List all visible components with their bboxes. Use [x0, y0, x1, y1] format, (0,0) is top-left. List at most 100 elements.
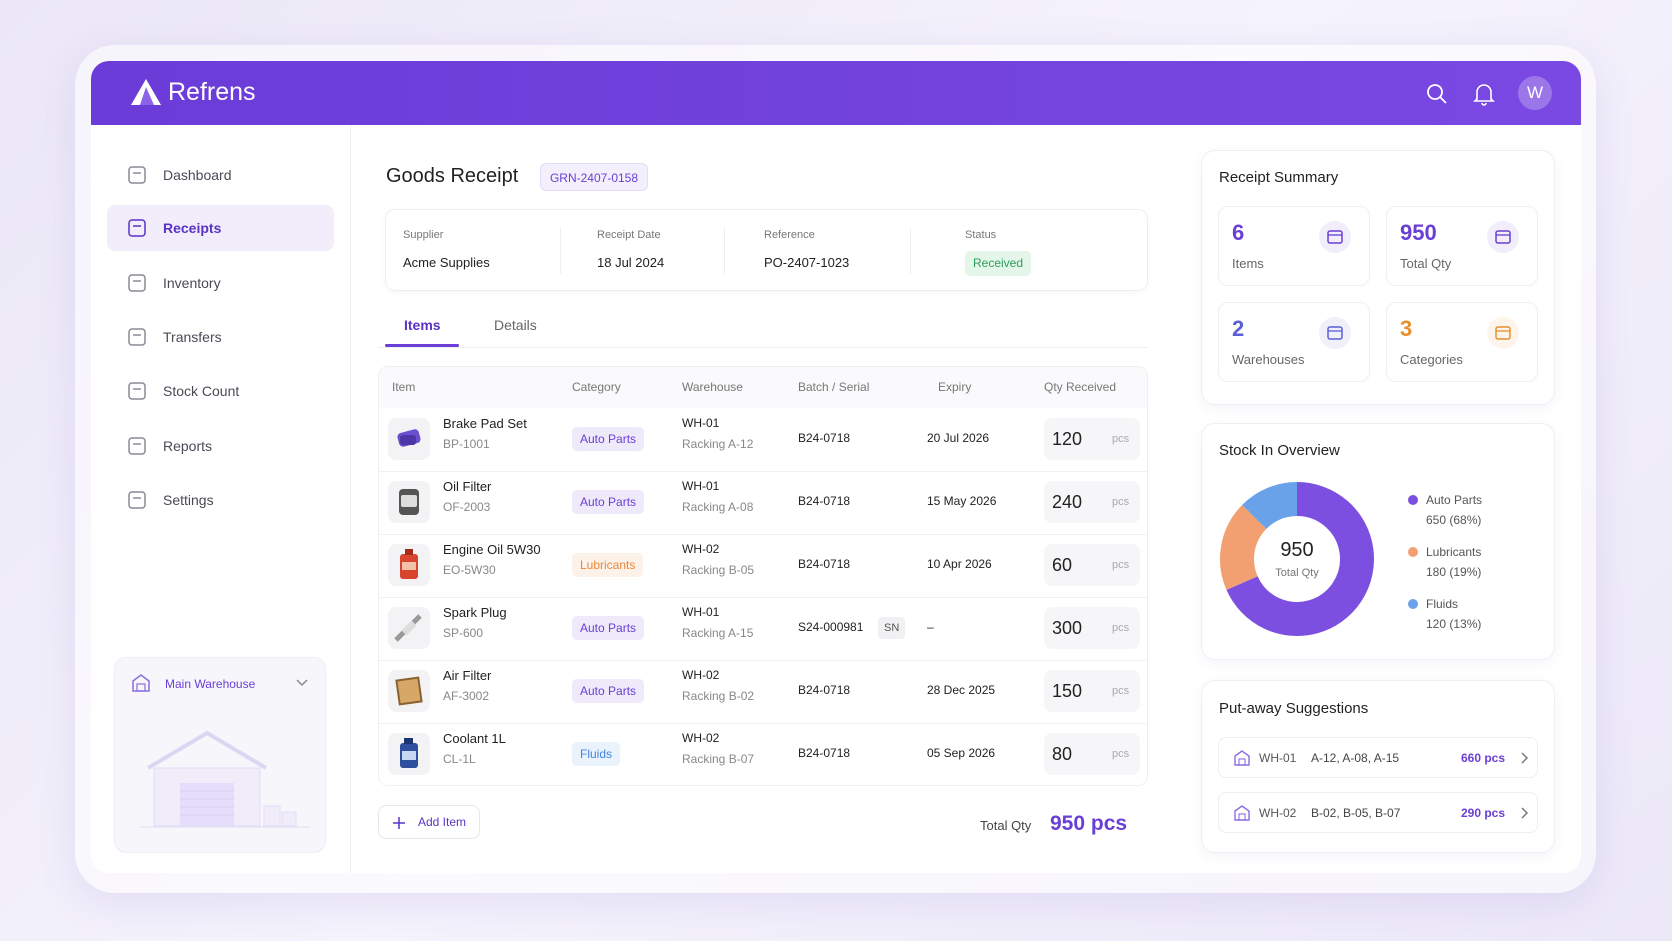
add-item-button[interactable]: Add Item [378, 805, 480, 839]
item-sku: EO-5W30 [443, 563, 496, 577]
logo [131, 79, 161, 105]
nav-icon [128, 166, 146, 184]
product-image [388, 670, 430, 712]
summary-card [1201, 150, 1555, 405]
warehouse-code: WH-01 [682, 416, 720, 430]
qty-box [1044, 481, 1140, 523]
chevron-down [296, 679, 308, 687]
legend-value: 180 (19%) [1426, 565, 1482, 579]
stat-box [1218, 302, 1370, 382]
field-label: Receipt Date [597, 229, 661, 241]
warehouse-code: WH-01 [682, 479, 720, 493]
legend-name: Auto Parts [1426, 493, 1483, 507]
putaway-qty: 290 pcs [1461, 806, 1506, 820]
receipt-number: GRN-2407-0158 [540, 163, 648, 191]
stat-value: 950 [1400, 220, 1437, 245]
category-pill: Auto Parts [572, 616, 645, 640]
plus-icon [393, 817, 405, 829]
row-divider [379, 534, 1147, 535]
expiry-date: 10 Apr 2026 [927, 557, 992, 571]
qty-value: 60 [1052, 555, 1073, 575]
item-sku: AF-3002 [443, 689, 490, 703]
qty-box [1044, 418, 1140, 460]
column-header: Item [392, 380, 416, 394]
items-table [378, 366, 1148, 786]
expiry-date: 28 Dec 2025 [927, 683, 996, 697]
legend-name: Lubricants [1426, 545, 1482, 559]
nav-icon [128, 491, 146, 509]
field-divider [560, 228, 561, 274]
tab[interactable]: Items [404, 317, 441, 333]
column-header: Expiry [938, 380, 972, 394]
page-title: Goods Receipt [386, 165, 519, 187]
field-divider [724, 228, 725, 274]
category-pill: Auto Parts [572, 679, 645, 703]
warehouse-location: Racking A-08 [682, 500, 754, 514]
putaway-warehouse: WH-01 [1259, 751, 1297, 765]
field-value: 18 Jul 2024 [597, 255, 665, 270]
warehouse-location: Racking A-15 [682, 626, 754, 640]
warehouse-illustration [140, 730, 310, 828]
donut-segment [1242, 482, 1298, 530]
field-value: Acme Supplies [403, 255, 490, 270]
batch-serial: B24-0718 [798, 494, 851, 508]
qty-value: 80 [1052, 744, 1073, 764]
field-label: Reference [764, 229, 815, 241]
donut-chart [1220, 482, 1374, 636]
putaway-row[interactable]: WH-02 B-02, B-05, B-07 290 pcs [1218, 792, 1538, 833]
warehouse-location: Racking B-07 [682, 752, 755, 766]
search-button[interactable] [1426, 83, 1448, 105]
qty-unit: pcs [1112, 685, 1130, 697]
nav-icon [128, 274, 146, 292]
nav-item[interactable]: Transfers [163, 329, 222, 345]
donut-total-label: Total Qty [1275, 567, 1319, 579]
qty-box [1044, 544, 1140, 586]
nav-icon [128, 382, 146, 400]
notifications-button[interactable] [1473, 82, 1495, 106]
sidebar-divider [350, 125, 351, 873]
user-avatar[interactable]: W [1518, 76, 1552, 110]
qty-value: 240 [1052, 492, 1083, 512]
stat-icon [1319, 317, 1351, 349]
field-divider [910, 228, 911, 274]
qty-unit: pcs [1112, 496, 1130, 508]
chevron-right [1521, 752, 1529, 764]
putaway-warehouse: WH-02 [1259, 806, 1297, 820]
field-label: Supplier [403, 229, 444, 241]
stat-label: Total Qty [1400, 256, 1452, 271]
field-value: PO-2407-1023 [764, 255, 850, 270]
legend-dot [1408, 599, 1418, 609]
tab[interactable]: Details [494, 317, 537, 333]
column-header: Batch / Serial [798, 380, 870, 394]
nav-item[interactable]: Dashboard [163, 167, 232, 183]
nav-item[interactable]: Reports [163, 438, 213, 454]
product-image [388, 418, 430, 460]
batch-serial: B24-0718 [798, 746, 851, 760]
nav-item[interactable]: Stock Count [163, 383, 240, 399]
stat-icon [1487, 317, 1519, 349]
qty-unit: pcs [1112, 433, 1130, 445]
nav-item[interactable]: Settings [163, 492, 214, 508]
row-divider [379, 723, 1147, 724]
product-image [388, 607, 430, 649]
nav-item[interactable]: Receipts [163, 220, 222, 236]
nav-item[interactable]: Inventory [163, 275, 221, 291]
legend-dot [1408, 495, 1418, 505]
serial-tag: SN [878, 617, 906, 639]
qty-box [1044, 733, 1140, 775]
qty-value: 300 [1052, 618, 1083, 638]
warehouse-selector[interactable]: Main Warehouse [165, 677, 256, 691]
donut-center [1256, 518, 1338, 600]
tab-underline [385, 344, 459, 347]
category-pill: Auto Parts [572, 490, 645, 514]
putaway-row[interactable]: WH-01 A-12, A-08, A-15 660 pcs [1218, 737, 1538, 778]
legend-dot [1408, 547, 1418, 557]
qty-value: 120 [1052, 429, 1083, 449]
brand-name: Refrens [168, 78, 256, 106]
batch-serial: B24-0718 [798, 683, 851, 697]
category-pill: Fluids [572, 742, 621, 766]
card-title: Put-away Suggestions [1219, 700, 1369, 717]
stat-label: Warehouses [1232, 352, 1305, 367]
warehouse-location: Racking B-05 [682, 563, 755, 577]
stat-label: Categories [1400, 352, 1463, 367]
